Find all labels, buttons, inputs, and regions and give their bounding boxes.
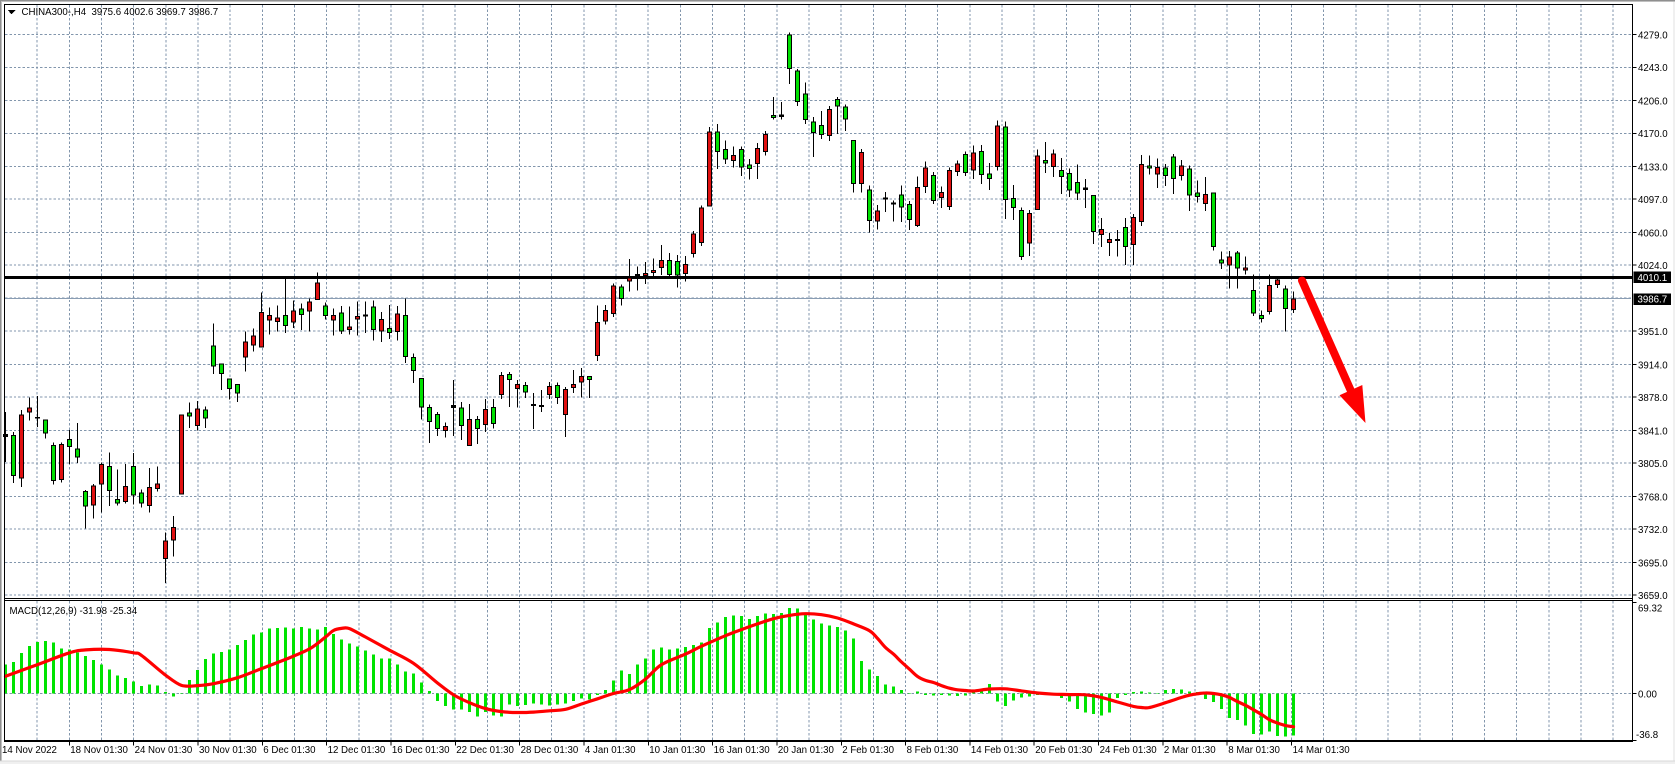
svg-text:28 Dec 01:30: 28 Dec 01:30	[521, 745, 579, 756]
svg-text:4010.1: 4010.1	[1638, 273, 1668, 284]
svg-text:24 Feb 01:30: 24 Feb 01:30	[1100, 745, 1158, 756]
svg-text:CHINA300-,H4 3975.6 4002.6 39: CHINA300-,H4 3975.6 4002.6 3969.7 3986.7	[22, 7, 219, 18]
svg-text:20 Feb 01:30: 20 Feb 01:30	[1035, 745, 1093, 756]
svg-text:4206.0: 4206.0	[1638, 96, 1668, 107]
svg-text:3841.0: 3841.0	[1638, 426, 1668, 437]
svg-text:3986.7: 3986.7	[1638, 295, 1668, 306]
svg-text:18 Nov 01:30: 18 Nov 01:30	[70, 745, 128, 756]
svg-text:4243.0: 4243.0	[1638, 63, 1668, 74]
svg-text:8 Feb 01:30: 8 Feb 01:30	[907, 745, 959, 756]
svg-text:12 Dec 01:30: 12 Dec 01:30	[328, 745, 386, 756]
svg-text:4170.0: 4170.0	[1638, 129, 1668, 140]
svg-text:MACD(12,26,9) -31.98 -25.34: MACD(12,26,9) -31.98 -25.34	[10, 606, 138, 617]
svg-text:69.32: 69.32	[1638, 604, 1662, 615]
svg-text:24 Nov 01:30: 24 Nov 01:30	[135, 745, 193, 756]
svg-text:-36.8: -36.8	[1636, 730, 1658, 741]
svg-text:4024.0: 4024.0	[1638, 261, 1668, 272]
svg-text:3878.0: 3878.0	[1638, 393, 1668, 404]
svg-text:4097.0: 4097.0	[1638, 195, 1668, 206]
svg-text:14 Mar 01:30: 14 Mar 01:30	[1293, 745, 1351, 756]
svg-text:14 Feb 01:30: 14 Feb 01:30	[971, 745, 1029, 756]
svg-text:3695.0: 3695.0	[1638, 558, 1668, 569]
svg-text:6 Dec 01:30: 6 Dec 01:30	[263, 745, 316, 756]
svg-text:3914.0: 3914.0	[1638, 360, 1668, 371]
svg-text:4279.0: 4279.0	[1638, 30, 1668, 41]
svg-text:20 Jan 01:30: 20 Jan 01:30	[778, 745, 835, 756]
svg-text:4 Jan 01:30: 4 Jan 01:30	[585, 745, 636, 756]
svg-text:16 Jan 01:30: 16 Jan 01:30	[714, 745, 771, 756]
svg-text:4060.0: 4060.0	[1638, 228, 1668, 239]
svg-text:3951.0: 3951.0	[1638, 327, 1668, 338]
svg-text:4133.0: 4133.0	[1638, 162, 1668, 173]
svg-text:0.00: 0.00	[1638, 689, 1657, 700]
svg-text:3732.0: 3732.0	[1638, 525, 1668, 536]
svg-text:22 Dec 01:30: 22 Dec 01:30	[456, 745, 514, 756]
svg-text:3768.0: 3768.0	[1638, 492, 1668, 503]
svg-text:3805.0: 3805.0	[1638, 459, 1668, 470]
svg-text:30 Nov 01:30: 30 Nov 01:30	[199, 745, 257, 756]
svg-text:3659.0: 3659.0	[1638, 591, 1668, 602]
svg-text:10 Jan 01:30: 10 Jan 01:30	[649, 745, 706, 756]
svg-text:16 Dec 01:30: 16 Dec 01:30	[392, 745, 450, 756]
svg-text:2 Feb 01:30: 2 Feb 01:30	[842, 745, 894, 756]
svg-text:8 Mar 01:30: 8 Mar 01:30	[1228, 745, 1280, 756]
svg-text:2 Mar 01:30: 2 Mar 01:30	[1164, 745, 1216, 756]
svg-text:14 Nov 2022: 14 Nov 2022	[2, 745, 57, 756]
